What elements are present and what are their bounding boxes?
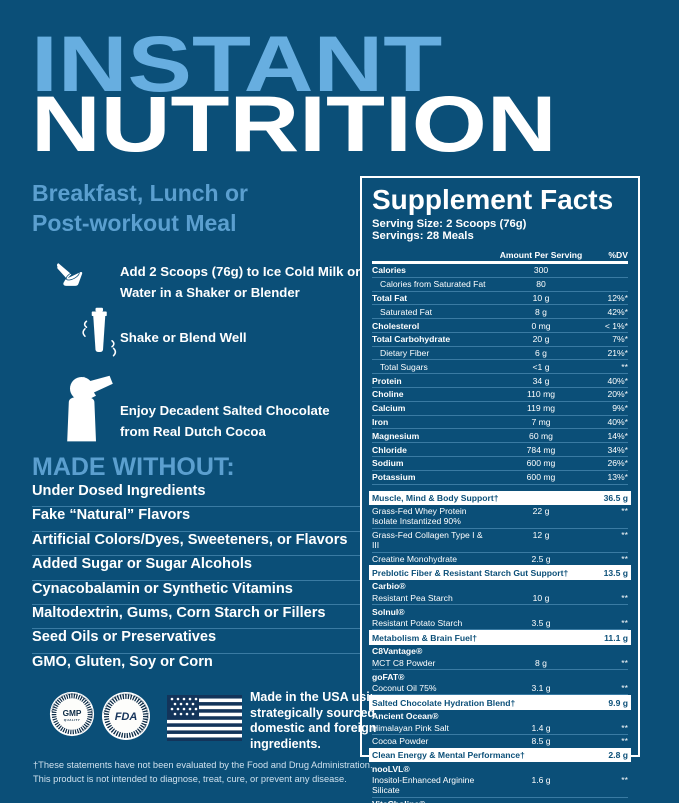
svg-text:GMP: GMP [63, 709, 82, 718]
svg-text:FDA: FDA [115, 711, 138, 723]
svg-text:QUALITY: QUALITY [64, 718, 80, 722]
